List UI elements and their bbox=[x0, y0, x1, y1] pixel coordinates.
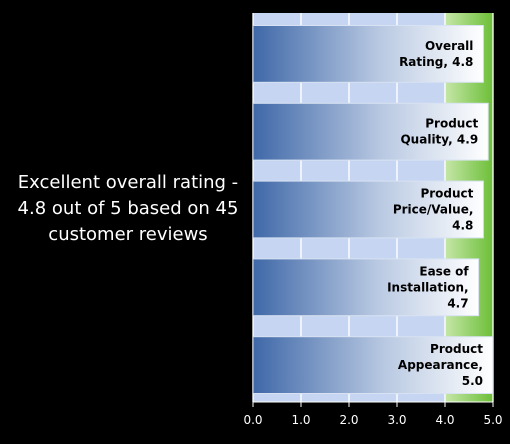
x-tick-label: 0.0 bbox=[243, 413, 262, 427]
x-tick-label: 1.0 bbox=[291, 413, 310, 427]
bar-label: Product Appearance, 5.0 bbox=[398, 342, 483, 388]
x-axis: 0.0 1.0 2.0 3.0 4.0 5.0 bbox=[243, 401, 503, 427]
bar bbox=[252, 102, 489, 161]
x-tick-label: 4.0 bbox=[435, 413, 454, 427]
x-tick-label: 2.0 bbox=[339, 413, 358, 427]
bar bbox=[252, 336, 494, 394]
bar bbox=[252, 25, 484, 83]
chart-caption: Excellent overall rating - 4.8 out of 5 … bbox=[17, 172, 239, 245]
x-tick-label: 5.0 bbox=[483, 413, 502, 427]
bar bbox=[252, 180, 484, 239]
x-tick-label: 3.0 bbox=[387, 413, 406, 427]
bar bbox=[252, 258, 480, 317]
bar-label: Product Quality, 4.9 bbox=[400, 117, 478, 147]
bar-label: Overall Rating, 4.8 bbox=[399, 39, 473, 69]
bars: Overall Rating, 4.8 Product Quality, 4.9 Pro… bbox=[252, 25, 494, 394]
bar-label: Product Price/Value, 4.8 bbox=[393, 187, 474, 233]
bar-label: Ease of Installation, 4.7 bbox=[387, 264, 469, 310]
